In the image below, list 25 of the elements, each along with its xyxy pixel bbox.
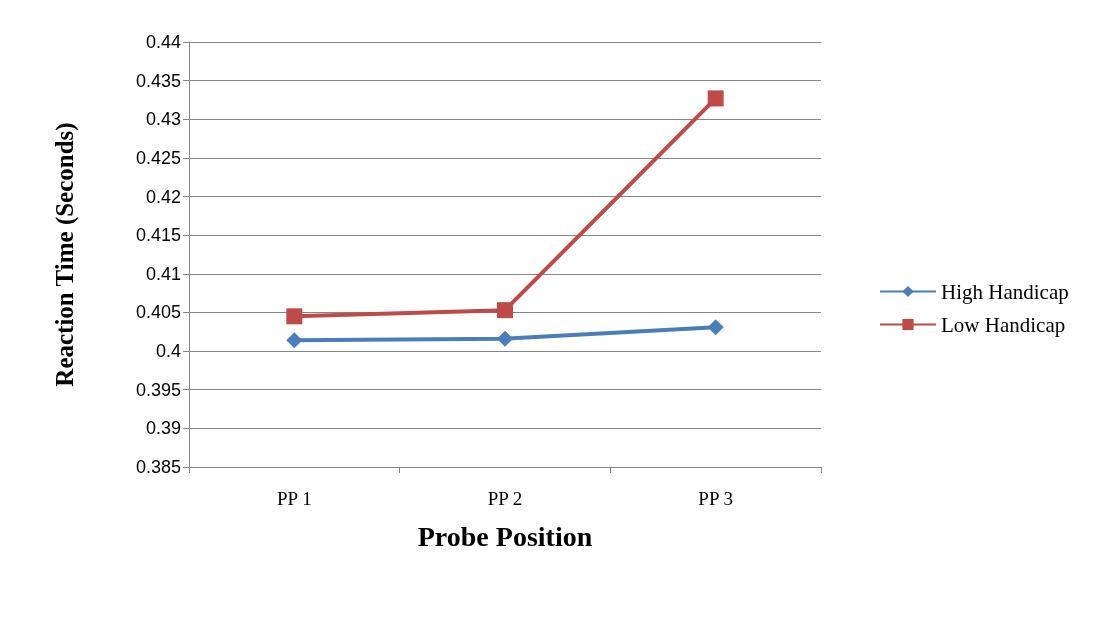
y-tick-label: 0.385 [135, 457, 181, 477]
point [707, 319, 724, 336]
point [286, 308, 303, 325]
y-tick-label: 0.405 [135, 302, 181, 323]
point [707, 90, 724, 107]
y-tick-label: 0.4 [155, 341, 181, 362]
y-tick-label: 0.395 [135, 379, 181, 400]
x-tick-label: PP 3 [698, 488, 734, 509]
y-tick-label: 0.39 [145, 418, 181, 439]
y-axis-title: Reaction Time (Seconds) [51, 122, 79, 387]
point [497, 302, 513, 319]
x-axis-title: Probe Position [417, 520, 593, 552]
y-tick-label: 0.43 [145, 109, 181, 130]
x-tick-label: PP 2 [487, 488, 523, 509]
y-tick-label: 0.415 [135, 225, 181, 246]
x-tick-label: PP 1 [276, 488, 312, 509]
point [286, 332, 303, 349]
point [497, 330, 513, 347]
y-tick-label: 0.425 [135, 147, 181, 168]
y-tick-label: 0.435 [135, 70, 181, 91]
y-tick-label: 0.44 [145, 32, 181, 52]
legend-label: High Handicap [941, 279, 1069, 304]
legend-label: Low Handicap [941, 312, 1066, 337]
y-tick-label: 0.42 [145, 186, 181, 207]
y-tick-label: 0.41 [145, 263, 181, 284]
